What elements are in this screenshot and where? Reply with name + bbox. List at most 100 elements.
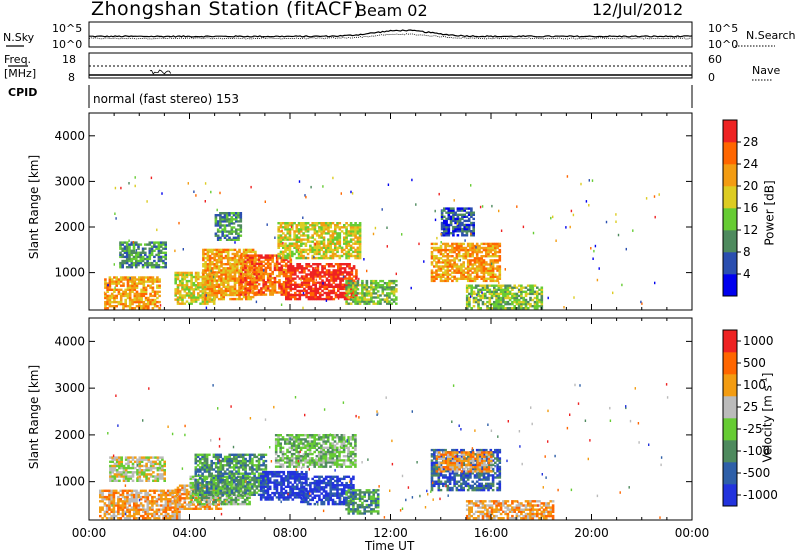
data-cell bbox=[273, 268, 277, 272]
data-cell bbox=[140, 307, 143, 310]
data-cell bbox=[485, 248, 488, 252]
data-cell bbox=[485, 277, 488, 280]
data-cell bbox=[212, 481, 216, 484]
data-cell bbox=[451, 255, 454, 258]
data-cell bbox=[367, 302, 371, 305]
data-cell bbox=[128, 288, 132, 291]
data-cell bbox=[194, 457, 198, 461]
data-cell bbox=[239, 293, 243, 296]
data-cell bbox=[318, 244, 321, 247]
data-cell bbox=[150, 249, 154, 252]
data-cell bbox=[153, 489, 156, 492]
data-cell bbox=[460, 277, 463, 280]
data-cell bbox=[314, 283, 317, 286]
data-cell bbox=[277, 240, 280, 243]
data-cell bbox=[220, 297, 223, 301]
data-cell bbox=[212, 499, 216, 502]
data-cell bbox=[226, 269, 230, 272]
data-cell bbox=[458, 225, 462, 229]
data-cell bbox=[477, 284, 480, 287]
data-cell bbox=[142, 510, 145, 513]
data-cell bbox=[504, 290, 507, 293]
data-cell bbox=[297, 228, 301, 231]
data-cell bbox=[153, 302, 157, 306]
data-cell bbox=[315, 244, 319, 247]
data-cell bbox=[392, 294, 396, 297]
data-cell bbox=[472, 286, 476, 289]
data-cell bbox=[442, 259, 445, 262]
data-cell bbox=[203, 502, 206, 506]
data-cell bbox=[285, 293, 288, 297]
data-cell bbox=[135, 500, 138, 503]
data-cell bbox=[346, 297, 349, 301]
data-cell bbox=[176, 302, 180, 305]
data-cell bbox=[202, 283, 205, 286]
data-cell bbox=[517, 302, 521, 306]
data-cell bbox=[504, 288, 507, 291]
data-cell bbox=[141, 247, 145, 250]
data-cell bbox=[469, 279, 472, 283]
data-cell bbox=[430, 273, 434, 276]
data-cell bbox=[206, 302, 209, 305]
data-speck bbox=[113, 263, 115, 266]
data-cell bbox=[248, 254, 252, 257]
data-cell bbox=[295, 240, 299, 243]
data-cell bbox=[108, 284, 112, 287]
data-speck bbox=[114, 286, 116, 289]
data-cell bbox=[305, 283, 308, 286]
data-cell bbox=[153, 278, 157, 281]
data-cell bbox=[147, 280, 150, 283]
data-cell bbox=[383, 294, 387, 297]
data-cell bbox=[365, 302, 369, 305]
data-cell bbox=[313, 256, 317, 260]
data-cell bbox=[245, 275, 248, 278]
data-cell bbox=[139, 514, 143, 518]
data-cell bbox=[141, 263, 145, 267]
data-cell bbox=[156, 479, 160, 482]
data-cell bbox=[190, 286, 193, 289]
data-cell bbox=[347, 242, 351, 245]
data-cell bbox=[185, 286, 189, 289]
data-cell bbox=[121, 506, 125, 509]
data-cell bbox=[222, 291, 225, 295]
data-cell bbox=[513, 298, 516, 302]
data-cell bbox=[374, 296, 378, 299]
data-cell bbox=[295, 246, 299, 249]
data-cell bbox=[212, 474, 216, 477]
data-cell bbox=[196, 481, 200, 484]
data-cell bbox=[202, 297, 205, 301]
data-cell bbox=[315, 252, 319, 256]
data-cell bbox=[192, 284, 196, 287]
data-cell bbox=[118, 462, 121, 466]
data-cell bbox=[248, 500, 251, 504]
data-cell bbox=[185, 282, 189, 285]
data-cell bbox=[153, 263, 156, 267]
power-region-6 bbox=[277, 222, 362, 260]
data-cell bbox=[464, 267, 468, 270]
data-cell bbox=[208, 277, 211, 281]
data-cell bbox=[437, 248, 441, 252]
data-cell bbox=[248, 287, 252, 290]
data-cell bbox=[135, 296, 139, 300]
data-cell bbox=[199, 286, 202, 289]
data-cell bbox=[257, 264, 261, 267]
data-cell bbox=[388, 292, 391, 295]
data-cell bbox=[146, 506, 150, 509]
data-cell bbox=[131, 307, 134, 310]
data-cell bbox=[162, 491, 165, 495]
data-cell bbox=[348, 263, 351, 266]
data-cell bbox=[201, 489, 204, 492]
data-cell bbox=[325, 291, 329, 295]
data-cell bbox=[224, 273, 228, 276]
data-cell bbox=[237, 238, 240, 241]
data-cell bbox=[206, 263, 210, 266]
data-cell bbox=[453, 261, 456, 264]
data-cell bbox=[325, 285, 329, 288]
data-cell bbox=[121, 514, 125, 518]
data-cell bbox=[201, 457, 204, 461]
data-cell bbox=[217, 267, 221, 270]
data-cell bbox=[475, 275, 479, 278]
data-cell bbox=[302, 224, 305, 227]
data-cell bbox=[285, 283, 288, 286]
data-cell bbox=[471, 267, 474, 270]
